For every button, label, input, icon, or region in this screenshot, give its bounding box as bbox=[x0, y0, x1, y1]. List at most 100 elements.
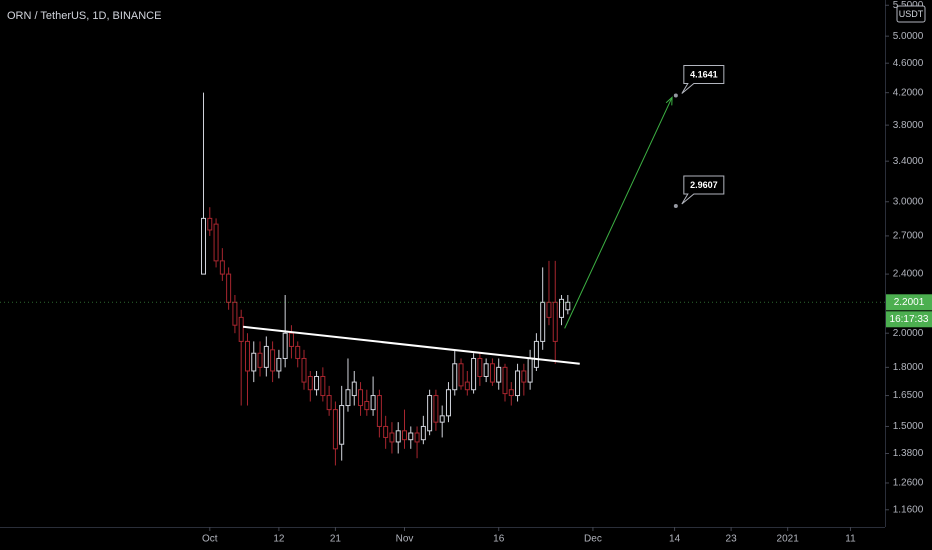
y-tick-label: 4.6000 bbox=[893, 58, 924, 69]
candle-body bbox=[552, 301, 558, 342]
candle-body bbox=[445, 389, 451, 417]
candle-body bbox=[546, 301, 552, 318]
y-tick-label: 2.4000 bbox=[893, 269, 924, 280]
candle-body bbox=[351, 381, 357, 397]
y-tick-label: 1.8000 bbox=[893, 362, 924, 373]
candle-body bbox=[339, 405, 345, 445]
x-tick-label: 11 bbox=[845, 534, 856, 545]
candle-body bbox=[257, 352, 263, 368]
chart-title: ORN / TetherUS, 1D, BINANCE bbox=[7, 10, 161, 22]
candle-body bbox=[515, 370, 521, 397]
projection-arrow bbox=[564, 97, 673, 329]
candle-body bbox=[364, 401, 370, 411]
candle-body bbox=[301, 357, 307, 383]
candle-body bbox=[489, 363, 495, 383]
candle-body bbox=[389, 432, 395, 443]
candle-body bbox=[383, 425, 389, 438]
arrow-head bbox=[665, 96, 673, 106]
x-tick-label: 23 bbox=[726, 534, 738, 545]
candle-body bbox=[213, 223, 219, 262]
candle-body bbox=[358, 389, 364, 407]
candle-body bbox=[207, 217, 213, 231]
candle-body bbox=[288, 332, 294, 347]
x-tick-label: 21 bbox=[330, 534, 342, 545]
candle-body bbox=[401, 430, 407, 441]
y-tick-label: 2.0000 bbox=[893, 328, 924, 339]
y-tick-label: 3.8000 bbox=[893, 120, 924, 131]
candle-body bbox=[320, 375, 326, 397]
candle-body bbox=[238, 316, 244, 342]
currency-label: USDT bbox=[899, 9, 924, 19]
candle-body bbox=[376, 395, 382, 427]
candle-body bbox=[414, 432, 420, 443]
candle-body bbox=[282, 332, 288, 359]
x-tick-label: 2021 bbox=[777, 534, 800, 545]
candle-body bbox=[477, 357, 483, 377]
candle-body bbox=[521, 370, 527, 383]
x-tick-label: Oct bbox=[202, 534, 218, 545]
candle-body bbox=[408, 432, 414, 441]
candle-body bbox=[464, 381, 470, 391]
callout-box bbox=[681, 64, 725, 94]
x-tick-label: 14 bbox=[669, 534, 681, 545]
candle-body bbox=[270, 349, 276, 372]
candle-body bbox=[496, 366, 502, 383]
y-tick-label: 4.2000 bbox=[893, 87, 924, 98]
candle-body bbox=[276, 357, 282, 372]
candle-body bbox=[244, 340, 250, 372]
candle-body bbox=[458, 363, 464, 387]
candle-body bbox=[263, 345, 269, 368]
y-tick-label: 5.5000 bbox=[893, 0, 924, 11]
callout-label: 4.1641 bbox=[690, 69, 718, 79]
timer-label: 16:17:33 bbox=[890, 314, 929, 325]
candle-body bbox=[471, 357, 477, 391]
candle-body bbox=[345, 389, 351, 407]
y-tick-label: 1.6500 bbox=[893, 390, 924, 401]
y-tick-label: 1.5000 bbox=[893, 421, 924, 432]
candle-body bbox=[508, 389, 514, 397]
candle-body bbox=[251, 352, 257, 372]
y-tick-label: 1.3800 bbox=[893, 448, 924, 459]
candle-body bbox=[420, 425, 426, 441]
candle-body bbox=[540, 301, 546, 342]
callout-point bbox=[673, 204, 678, 209]
candle-body bbox=[533, 340, 539, 368]
x-tick-label: 16 bbox=[493, 534, 505, 545]
y-tick-label: 1.2600 bbox=[893, 478, 924, 489]
candle-body bbox=[395, 430, 401, 443]
candle-body bbox=[427, 395, 433, 432]
y-tick-label: 2.7000 bbox=[893, 231, 924, 242]
candle-body bbox=[226, 273, 232, 303]
x-tick-label: 12 bbox=[273, 534, 285, 545]
candle-body bbox=[370, 395, 376, 411]
currency-badge bbox=[896, 5, 926, 23]
candle-body bbox=[295, 345, 301, 359]
candle-body bbox=[502, 366, 508, 395]
candle-body bbox=[307, 375, 313, 391]
trendline bbox=[242, 325, 580, 365]
callout-box bbox=[681, 175, 725, 205]
candle-body bbox=[232, 301, 238, 326]
candle-body bbox=[314, 375, 320, 391]
last-price-label: 2.2001 bbox=[894, 297, 925, 308]
candle-body bbox=[439, 415, 445, 423]
candle-body bbox=[201, 217, 207, 275]
y-tick-label: 5.0000 bbox=[893, 31, 924, 42]
candle-body bbox=[332, 409, 338, 450]
candle-body bbox=[527, 357, 533, 383]
candle-body bbox=[483, 363, 489, 377]
candle-body bbox=[433, 395, 439, 423]
candle-body bbox=[219, 260, 225, 275]
y-tick-label: 1.1600 bbox=[893, 504, 924, 515]
last-price-box bbox=[886, 294, 932, 311]
timer-box bbox=[886, 311, 932, 328]
x-tick-label: Dec bbox=[584, 534, 602, 545]
candle-body bbox=[452, 363, 458, 391]
candle-body bbox=[565, 301, 571, 311]
callout-label: 2.9607 bbox=[690, 180, 718, 190]
candle-body bbox=[559, 298, 565, 318]
callout-point bbox=[673, 93, 678, 98]
